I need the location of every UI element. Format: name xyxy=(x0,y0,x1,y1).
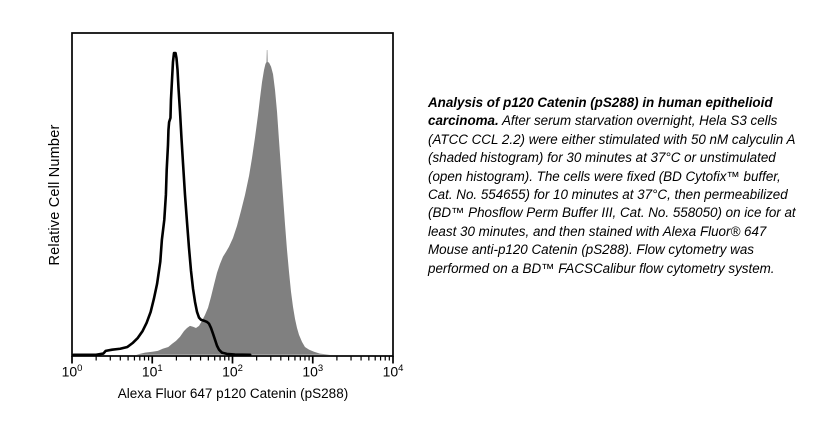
open-histogram-series xyxy=(72,51,252,357)
caption-body: After serum starvation overnight, Hela S… xyxy=(428,113,796,276)
x-axis-label: Alexa Fluor 647 p120 Catenin (pS288) xyxy=(117,386,349,401)
x-tick-label-10e1: 101 xyxy=(141,363,163,380)
histogram-plot: Relative Cell Number 100 101 102 103 104 Ale… xyxy=(47,32,404,401)
shaded-histogram-series xyxy=(136,49,331,355)
x-tick-label-10e4: 104 xyxy=(382,363,404,380)
y-axis-label: Relative Cell Number xyxy=(47,124,63,266)
x-tick-label-10e0: 100 xyxy=(61,363,83,380)
figure-caption: Analysis of p120 Catenin (pS288) in huma… xyxy=(428,94,808,278)
x-tick-label-10e3: 103 xyxy=(302,363,324,380)
x-tick-label-10e2: 102 xyxy=(222,363,243,380)
caption-title: Analysis of p120 Catenin (pS288) in huma… xyxy=(428,95,773,129)
histogram-canvas xyxy=(71,32,394,364)
